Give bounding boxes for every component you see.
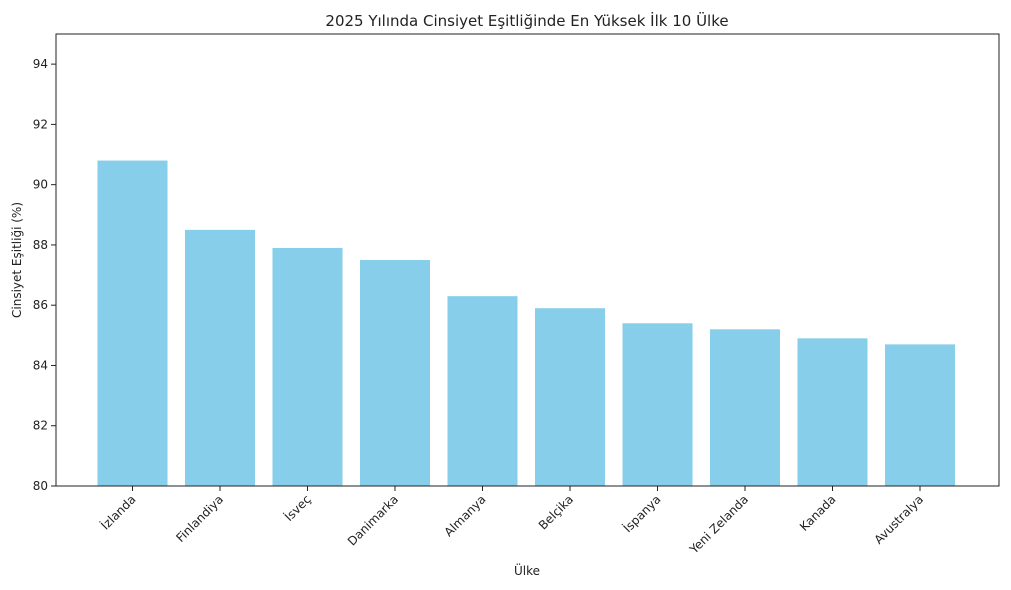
x-tick-label: İsveç [281, 492, 313, 524]
y-tick-label: 88 [33, 238, 48, 252]
y-tick-label: 86 [33, 298, 48, 312]
bar [185, 229, 255, 486]
bar [622, 323, 693, 486]
bar [535, 308, 605, 486]
x-tick-label: Danimarka [345, 492, 401, 548]
x-axis-label: Ülke [514, 562, 540, 578]
bar [97, 160, 168, 486]
bar [447, 296, 518, 486]
x-tick-label: Yeni Zelanda [686, 492, 751, 557]
x-tick-label: İspanya [620, 492, 664, 536]
x-tick-label: Belçika [536, 492, 576, 532]
bar [360, 260, 430, 486]
plot-frame [55, 33, 1000, 487]
chart-title: 2025 Yılında Cinsiyet Eşitliğinde En Yük… [325, 11, 728, 30]
bar [710, 329, 780, 486]
bar [797, 338, 868, 486]
y-tick-label: 92 [33, 117, 48, 131]
bars-group [97, 160, 955, 486]
bar [272, 247, 343, 486]
y-tick-label: 84 [33, 358, 48, 372]
x-tick-label: İzlanda [98, 492, 139, 533]
y-axis: 80 82 84 86 88 90 92 94 [33, 57, 56, 493]
y-tick-label: 94 [33, 57, 48, 71]
y-tick-label: 90 [33, 178, 48, 192]
x-tick-label: Kanada [797, 492, 839, 534]
x-tick-label: Almanya [441, 492, 488, 539]
y-tick-label: 80 [33, 479, 48, 493]
x-axis: İzlanda Finlandiya İsveç Danimarka Almanya Be… [98, 486, 926, 557]
x-tick-label: Finlandiya [173, 492, 226, 545]
x-tick-label: Avustralya [871, 492, 926, 547]
bar [885, 344, 955, 486]
y-axis-label: Cinsiyet Eşitliği (%) [10, 202, 24, 318]
y-tick-label: 82 [33, 419, 48, 433]
